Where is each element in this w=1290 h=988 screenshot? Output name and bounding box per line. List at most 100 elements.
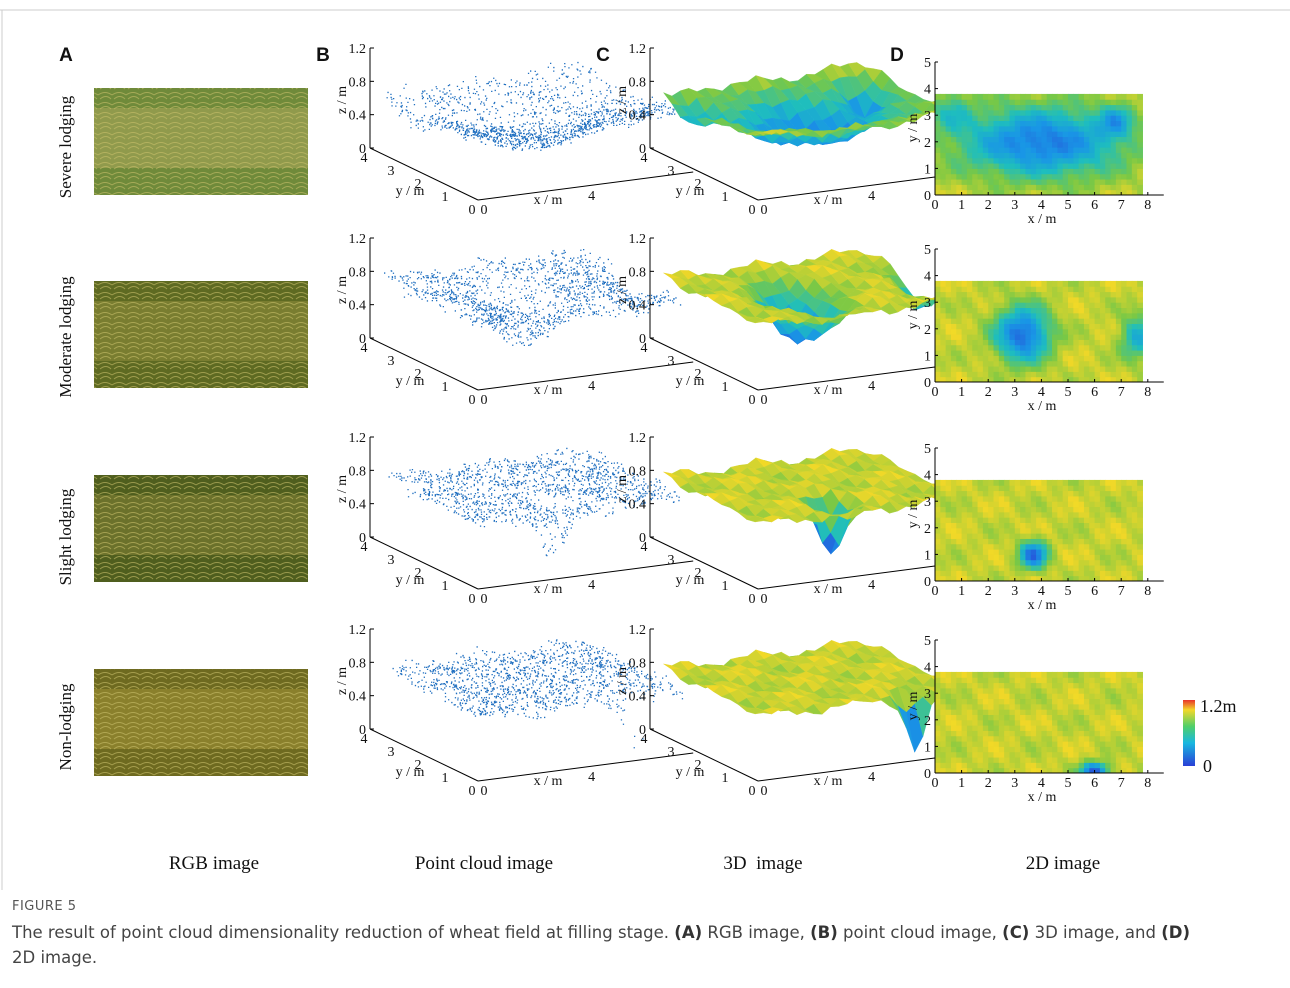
heatmap-cell (1052, 725, 1058, 731)
heatmap-cell (956, 163, 963, 169)
heatmap-cell (1025, 677, 1032, 684)
heatmap-cell (1068, 538, 1074, 545)
heatmap-cell (1115, 136, 1122, 143)
y-tick-label: 4 (924, 661, 931, 676)
heatmap-cell (1014, 682, 1021, 689)
heatmap-cell (1099, 173, 1106, 180)
heatmap-cell (1137, 125, 1143, 132)
heatmap-cell (1115, 730, 1122, 737)
heatmap-cell (956, 554, 963, 561)
heatmap-cell (1020, 334, 1026, 340)
heatmap-cell (998, 168, 1005, 175)
heatmap-cell (1052, 350, 1058, 356)
heatmap-cell (1131, 141, 1138, 148)
heatmap-cell (966, 141, 973, 148)
heatmap-cell (961, 549, 968, 555)
heatmap-cell (966, 485, 973, 492)
heatmap-cell (1094, 173, 1101, 180)
x-tick-label: 5 (1065, 584, 1072, 599)
heatmap-cell (940, 104, 947, 111)
heatmap-cell (1020, 757, 1026, 763)
heatmap-cell (1009, 719, 1016, 726)
heatmap-cell (1057, 479, 1064, 486)
heatmap-cell (1068, 703, 1074, 710)
heatmap-cell (1020, 339, 1026, 346)
heatmap-cell (1083, 714, 1090, 721)
heatmap-cell (972, 179, 979, 185)
heatmap-cell (1089, 307, 1096, 314)
heatmap-cell (1073, 131, 1080, 137)
heatmap-cell (1057, 570, 1064, 577)
heatmap-cell (1110, 366, 1117, 372)
heatmap-cell (993, 527, 1000, 534)
heatmap-cell (1014, 538, 1021, 545)
heatmap-cell (1078, 559, 1085, 566)
heatmap-cell (935, 152, 941, 159)
heatmap-cell (998, 538, 1005, 545)
heatmap-cell (966, 318, 973, 324)
heatmap-cell (1089, 533, 1096, 539)
heatmap-cell (1030, 141, 1037, 148)
heatmap-cell (1036, 746, 1042, 753)
heatmap-cell (1089, 323, 1096, 330)
heatmap-cell (993, 746, 1000, 753)
heatmap-cell (972, 741, 979, 747)
heatmap-cell (956, 355, 963, 362)
heatmap-cell (1078, 120, 1085, 127)
heatmap-cell (1020, 136, 1026, 143)
heatmap-cell (1041, 687, 1048, 694)
heatmap-cell (1094, 312, 1101, 319)
heatmap-cell (1105, 757, 1112, 763)
heatmap-cell (966, 725, 973, 731)
heatmap-cell (1131, 517, 1138, 523)
heatmap-cell (1094, 709, 1101, 715)
heatmap-cell (1025, 762, 1032, 769)
heatmap-cell (1014, 307, 1021, 314)
heatmap-cell (988, 725, 995, 731)
heatmap-cell (1057, 746, 1064, 753)
heatmap-cell (1083, 376, 1090, 383)
heatmap-cell (993, 517, 1000, 523)
heatmap-cell (1126, 115, 1133, 122)
heatmap-cell (966, 714, 973, 721)
heatmap-cell (940, 725, 947, 731)
heatmap-cell (1041, 522, 1048, 529)
heatmap-cell (1062, 125, 1069, 132)
heatmap-cell (1046, 99, 1053, 106)
heatmap-cell (1046, 570, 1053, 577)
heatmap-cell (1089, 157, 1096, 164)
heatmap-cell (972, 549, 979, 555)
heatmap-cell (1126, 179, 1133, 185)
heatmap-cell (1078, 355, 1085, 362)
heatmap-cell (1014, 693, 1021, 700)
heatmap-cell (1057, 318, 1064, 324)
heatmap-cell (988, 735, 995, 742)
heatmap-cell (940, 184, 947, 191)
heatmap-cell (1110, 189, 1117, 196)
heatmap-cell (1089, 719, 1096, 726)
heatmap-cell (1073, 549, 1080, 555)
heatmap-cell (1121, 751, 1128, 758)
heatmap-cell (998, 184, 1005, 191)
heatmap-cell (993, 687, 1000, 694)
heatmap-cell (1025, 714, 1032, 721)
heatmap-cell (972, 344, 979, 351)
heatmap-cell (1041, 152, 1048, 159)
heatmap-cell (945, 157, 952, 164)
heatmap-cell (956, 371, 963, 378)
heatmap-cell (1041, 575, 1048, 582)
heatmap-cell (940, 751, 947, 758)
heatmap-cell (1115, 714, 1122, 721)
heatmap-cell (1126, 291, 1133, 298)
heatmap-cell (950, 741, 957, 747)
heatmap-cell (1126, 371, 1133, 378)
heatmap-cell (1004, 698, 1010, 705)
heatmap-cell (1025, 131, 1032, 137)
heatmap-cell (1046, 725, 1053, 731)
y-tick-label: 0 (749, 393, 756, 408)
heatmap-cell (1115, 371, 1122, 378)
heatmap-cell (1020, 687, 1026, 694)
heatmap-cell (1041, 93, 1048, 100)
heatmap-cell (1110, 757, 1117, 763)
heatmap-cell (1083, 93, 1090, 100)
